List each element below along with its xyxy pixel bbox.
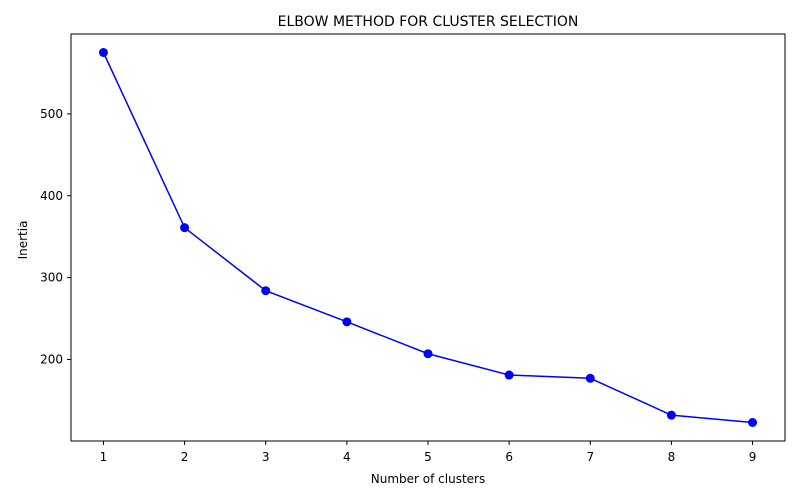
y-tick-label-200: 200 — [40, 352, 63, 366]
series-line-0 — [102, 52, 753, 424]
y-axis-label: Inertia — [16, 221, 30, 260]
data-point-k3 — [261, 286, 271, 296]
x-tick-label-6: 6 — [505, 450, 513, 464]
x-tick-label-2: 2 — [181, 450, 189, 464]
x-ticks: 1 2 3 4 5 6 7 8 9 — [100, 441, 757, 464]
x-tick-label-5: 5 — [424, 450, 432, 464]
y-axis-label-group: Inertia — [16, 221, 30, 260]
data-point-k1 — [98, 48, 108, 57]
data-point-k8 — [666, 410, 676, 420]
x-tick-label-4: 4 — [343, 450, 351, 464]
y-ticks: 200 300 400 500 — [40, 107, 71, 366]
plot-frame — [70, 33, 786, 442]
y-tick-label-500: 500 — [40, 107, 63, 121]
data-point-k7 — [585, 373, 595, 383]
data-point-k9 — [748, 418, 758, 427]
x-tick-label-8: 8 — [668, 450, 676, 464]
series-layer — [98, 48, 758, 427]
data-point-k5 — [423, 349, 433, 359]
data-point-k4 — [342, 317, 352, 327]
x-tick-label-1: 1 — [100, 450, 108, 464]
y-tick-label-300: 300 — [40, 271, 63, 285]
data-point-k2 — [180, 223, 190, 233]
y-tick-label-400: 400 — [40, 189, 63, 203]
x-tick-label-3: 3 — [262, 450, 270, 464]
x-tick-label-7: 7 — [586, 450, 594, 464]
chart-title: ELBOW METHOD FOR CLUSTER SELECTION — [278, 14, 579, 30]
data-point-k6 — [504, 370, 514, 380]
x-tick-label-9: 9 — [749, 450, 757, 464]
x-axis-label: Number of clusters — [371, 472, 485, 486]
